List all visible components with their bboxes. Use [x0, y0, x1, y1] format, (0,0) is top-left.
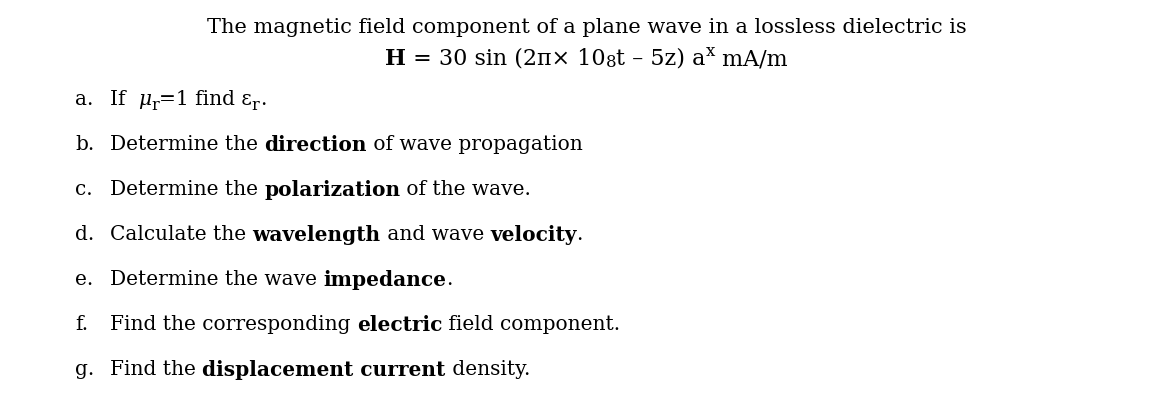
Text: .: .: [577, 225, 583, 244]
Text: The magnetic field component of a plane wave in a lossless dielectric is: The magnetic field component of a plane …: [206, 18, 967, 37]
Text: d.: d.: [75, 225, 94, 244]
Text: r: r: [252, 97, 259, 115]
Text: Find the: Find the: [110, 360, 202, 379]
Text: Determine the: Determine the: [110, 180, 264, 199]
Text: density.: density.: [446, 360, 530, 379]
Text: velocity: velocity: [490, 225, 577, 245]
Text: 8: 8: [605, 54, 617, 71]
Text: = 30 sin (2π× 10: = 30 sin (2π× 10: [406, 48, 605, 70]
Text: e.: e.: [75, 270, 93, 289]
Text: impedance: impedance: [324, 270, 447, 290]
Text: displacement current: displacement current: [202, 360, 446, 380]
Text: of the wave.: of the wave.: [400, 180, 531, 199]
Text: t – 5z) a: t – 5z) a: [617, 48, 706, 70]
Text: Determine the: Determine the: [110, 135, 264, 154]
Text: wavelength: wavelength: [252, 225, 380, 245]
Text: c.: c.: [75, 180, 93, 199]
Text: g.: g.: [75, 360, 94, 379]
Text: mA/m: mA/m: [716, 48, 788, 70]
Text: If: If: [110, 90, 138, 109]
Text: x: x: [706, 43, 716, 60]
Text: field component.: field component.: [442, 315, 621, 334]
Text: H: H: [385, 48, 406, 70]
Text: .: .: [447, 270, 453, 289]
Text: direction: direction: [264, 135, 367, 155]
Text: polarization: polarization: [264, 180, 400, 200]
Text: Determine the wave: Determine the wave: [110, 270, 324, 289]
Text: r: r: [151, 97, 160, 115]
Text: electric: electric: [357, 315, 442, 335]
Text: a.: a.: [75, 90, 94, 109]
Text: f.: f.: [75, 315, 88, 334]
Text: of wave propagation: of wave propagation: [367, 135, 583, 154]
Text: and wave: and wave: [380, 225, 490, 244]
Text: μ: μ: [138, 90, 151, 109]
Text: Calculate the: Calculate the: [110, 225, 252, 244]
Text: =1 find ε: =1 find ε: [160, 90, 252, 109]
Text: Find the corresponding: Find the corresponding: [110, 315, 357, 334]
Text: .: .: [259, 90, 266, 109]
Text: b.: b.: [75, 135, 94, 154]
